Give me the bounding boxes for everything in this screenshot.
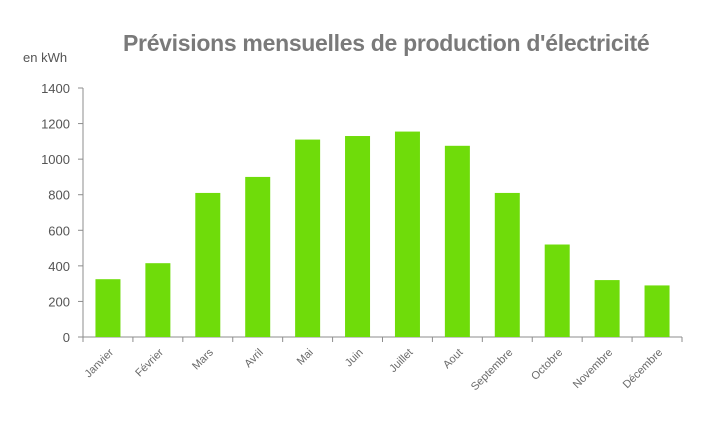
y-tick-label: 400 (48, 259, 70, 274)
x-tick-label: Novembre (571, 347, 615, 391)
x-tick-label: Février (133, 346, 166, 379)
x-tick-label: Aout (441, 347, 465, 371)
bar-aout (444, 145, 470, 337)
y-tick-label: 200 (48, 294, 70, 309)
bar-janvier (95, 279, 121, 337)
bar-novembre (594, 280, 620, 337)
bar-octobre (544, 244, 570, 337)
y-tick-label: 1400 (41, 81, 70, 96)
bar-septembre (494, 192, 520, 337)
bar-avril (245, 176, 271, 337)
bar-décembre (644, 285, 670, 337)
x-tick-label: Septembre (469, 347, 516, 394)
bar-mai (295, 139, 321, 337)
y-tick-label: 0 (63, 330, 70, 345)
x-tick-label: Mai (295, 347, 316, 368)
bar-juillet (394, 131, 420, 337)
x-tick-label: Décembre (621, 347, 665, 391)
y-tick-label: 1000 (41, 152, 70, 167)
x-tick-label: Janvier (83, 346, 117, 380)
y-tick-label: 800 (48, 188, 70, 203)
y-axis-ticks: 0 200 400 600 800 1000 1200 1400 (41, 81, 70, 345)
bar-février (145, 263, 171, 337)
y-tick-label: 600 (48, 223, 70, 238)
x-tick-label: Juillet (387, 347, 415, 375)
y-tick-label: 1200 (41, 117, 70, 132)
bar-series (95, 131, 670, 337)
chart-title: Prévisions mensuelles de production d'él… (123, 30, 650, 56)
x-tick-label: Mars (190, 346, 216, 372)
y-axis-unit-label: en kWh (23, 50, 68, 65)
bar-mars (195, 192, 221, 337)
bar-juin (345, 136, 371, 337)
x-tick-label: Octobre (529, 347, 565, 383)
x-tick-label: Avril (242, 347, 265, 370)
chart-axes (78, 87, 683, 342)
x-tick-label: Juin (343, 347, 366, 370)
x-axis-ticks: Janvier Février Mars Avril Mai Juin Juillet Aou… (83, 346, 666, 393)
